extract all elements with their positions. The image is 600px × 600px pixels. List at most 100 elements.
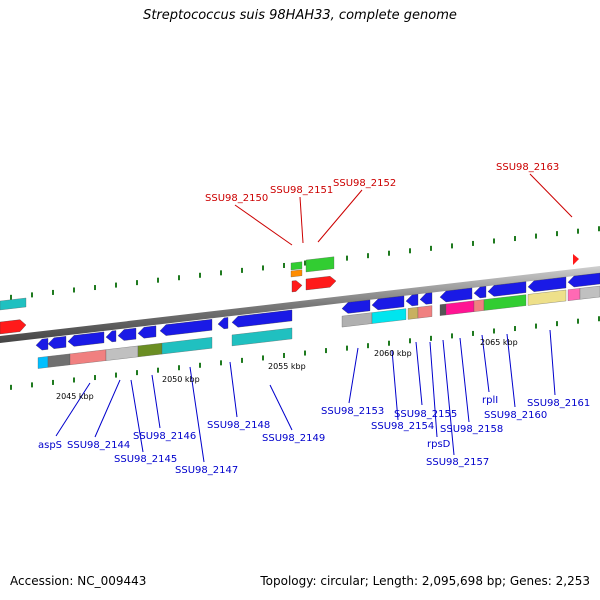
- kbp-label: 2060 kbp: [374, 349, 412, 358]
- gene-block: [37, 356, 49, 369]
- feature-layer: [0, 254, 600, 369]
- gene-block: [341, 312, 373, 328]
- gene-arrow: [341, 299, 371, 314]
- connector-line: [348, 347, 359, 404]
- gene-label[interactable]: rpsD: [427, 439, 451, 450]
- gene-label[interactable]: SSU98_2147: [175, 465, 238, 476]
- gene-block: [371, 308, 407, 324]
- gene-arrow: [419, 292, 433, 305]
- tick-mark: [430, 335, 432, 341]
- tick-mark: [388, 340, 390, 346]
- gene-arrow: [291, 280, 303, 293]
- tick-mark: [241, 267, 243, 273]
- tick-mark: [157, 277, 159, 283]
- tick-mark: [262, 355, 264, 361]
- tick-mark: [52, 379, 54, 385]
- tick-mark: [367, 343, 369, 349]
- map-title: Streptococcus suis 98HAH33, complete gen…: [143, 8, 457, 23]
- connector-line: [269, 384, 293, 431]
- tick-mark: [514, 326, 516, 332]
- gene-block: [0, 297, 27, 311]
- tick-mark: [283, 352, 285, 358]
- tick-mark: [136, 370, 138, 376]
- tick-mark: [556, 321, 558, 327]
- gene-label[interactable]: SSU98_2153: [321, 406, 384, 417]
- connector-line: [234, 204, 293, 246]
- tick-mark: [220, 360, 222, 366]
- gene-arrow: [527, 276, 567, 292]
- tick-mark: [157, 367, 159, 373]
- tick-mark: [493, 328, 495, 334]
- gene-arrow: [105, 330, 117, 343]
- gene-block: [137, 342, 163, 358]
- connector-line: [391, 349, 399, 421]
- connector-line: [229, 361, 238, 418]
- gene-label[interactable]: SSU98_2157: [426, 457, 489, 468]
- gene-arrow: [0, 319, 27, 335]
- tick-row-lower: [10, 316, 600, 390]
- gene-label[interactable]: rplI: [482, 395, 498, 406]
- gene-label[interactable]: SSU98_2144: [67, 440, 130, 451]
- gene-label[interactable]: SSU98_2148: [207, 420, 270, 431]
- tick-mark: [451, 333, 453, 339]
- tick-mark: [472, 330, 474, 336]
- connector-line: [442, 339, 455, 456]
- gene-block: [305, 256, 335, 273]
- gene-label[interactable]: SSU98_2145: [114, 454, 177, 465]
- connector-line: [506, 333, 516, 408]
- genome-backbone: [0, 266, 600, 343]
- gene-label[interactable]: SSU98_2149: [262, 433, 325, 444]
- gene-block: [105, 345, 139, 361]
- tick-mark: [598, 316, 600, 322]
- gene-arrow: [405, 294, 419, 307]
- gene-arrow: [231, 309, 293, 328]
- gene-block: [69, 349, 107, 366]
- gene-label[interactable]: SSU98_2151: [270, 185, 333, 196]
- gene-label[interactable]: aspS: [38, 440, 62, 451]
- gene-label[interactable]: SSU98_2154: [371, 421, 434, 432]
- gene-arrow: [217, 317, 229, 330]
- connector-line: [317, 189, 363, 243]
- gene-label[interactable]: SSU98_2161: [527, 398, 590, 409]
- gene-arrow: [305, 276, 337, 291]
- tick-mark: [388, 250, 390, 256]
- gene-block: [231, 327, 293, 347]
- label-connectors: [55, 173, 573, 463]
- gene-label[interactable]: SSU98_2155: [394, 409, 457, 420]
- gene-label[interactable]: SSU98_2158: [440, 424, 503, 435]
- tick-mark: [178, 365, 180, 371]
- tick-mark: [220, 270, 222, 276]
- connector-line: [299, 196, 304, 244]
- gene-block: [473, 299, 485, 312]
- tick-mark: [94, 375, 96, 381]
- gene-label[interactable]: SSU98_2160: [484, 410, 547, 421]
- tick-mark: [241, 357, 243, 363]
- connector-line: [151, 374, 161, 429]
- tick-mark: [514, 236, 516, 242]
- tick-mark: [31, 292, 33, 298]
- tick-mark: [73, 377, 75, 383]
- gene-arrow: [159, 319, 213, 336]
- gene-label[interactable]: SSU98_2146: [133, 431, 196, 442]
- tick-mark: [31, 382, 33, 388]
- tick-mark: [493, 238, 495, 244]
- gene-block: [407, 307, 419, 320]
- gene-label[interactable]: SSU98_2163: [496, 162, 559, 173]
- connector-line: [130, 379, 144, 453]
- gene-arrow: [67, 331, 105, 347]
- gene-block: [579, 285, 600, 300]
- connector-line: [481, 334, 490, 393]
- tick-mark: [115, 282, 117, 288]
- kbp-label: 2050 kbp: [162, 375, 200, 384]
- gene-block: [483, 294, 527, 311]
- gene-label[interactable]: SSU98_2152: [333, 178, 396, 189]
- tick-mark: [10, 384, 12, 390]
- gene-arrow: [35, 338, 49, 351]
- gene-arrow: [371, 295, 405, 311]
- gene-arrow: [439, 287, 473, 303]
- gene-label[interactable]: SSU98_2150: [205, 193, 268, 204]
- tick-mark: [430, 245, 432, 251]
- tick-mark: [262, 265, 264, 271]
- tick-mark: [451, 243, 453, 249]
